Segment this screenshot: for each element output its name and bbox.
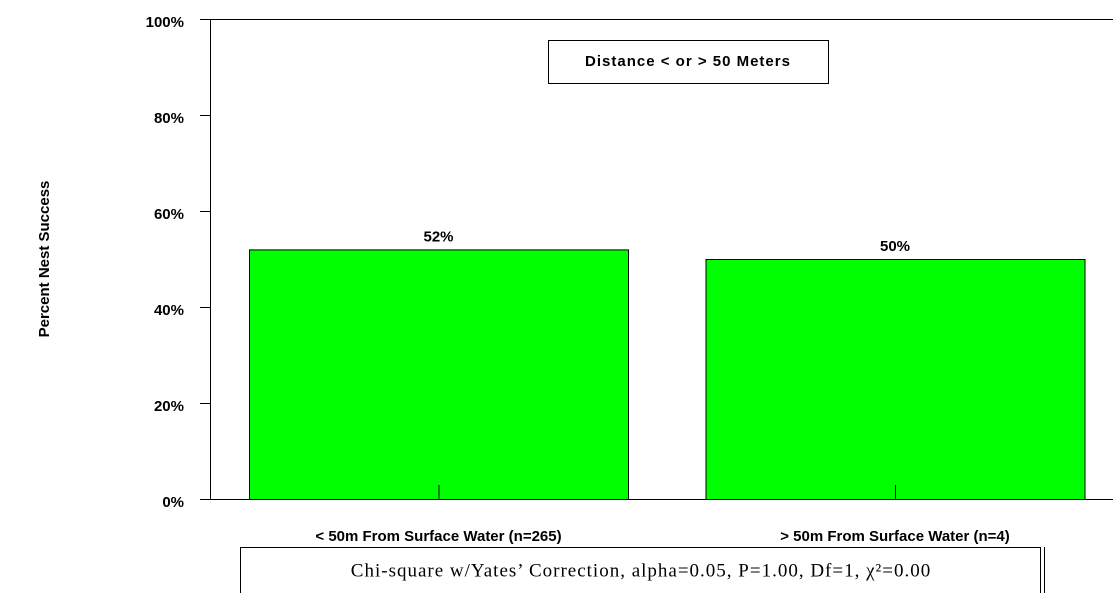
bar bbox=[705, 259, 1086, 500]
bar bbox=[249, 249, 629, 500]
x-tick-label: < 50m From Surface Water (n=265) bbox=[315, 528, 561, 545]
legend-box bbox=[548, 40, 829, 84]
value-label: 52% bbox=[423, 228, 453, 245]
y-tick-label: 0% bbox=[162, 494, 184, 511]
y-axis-label: Percent Nest Success bbox=[36, 181, 53, 338]
y-tick-label: 40% bbox=[154, 302, 184, 319]
y-tick-label: 60% bbox=[154, 206, 184, 223]
legend-label: Distance < or > 50 Meters bbox=[585, 53, 791, 70]
y-tick-label: 20% bbox=[154, 398, 184, 415]
note: Chi-square w/Yates’ Correction, alpha=0.… bbox=[351, 560, 931, 581]
y-tick-label: 100% bbox=[146, 14, 184, 31]
value-label: 50% bbox=[880, 238, 910, 255]
y-tick-label: 80% bbox=[154, 110, 184, 127]
x-tick-label: > 50m From Surface Water (n=4) bbox=[780, 528, 1010, 545]
note-box bbox=[240, 547, 1041, 593]
